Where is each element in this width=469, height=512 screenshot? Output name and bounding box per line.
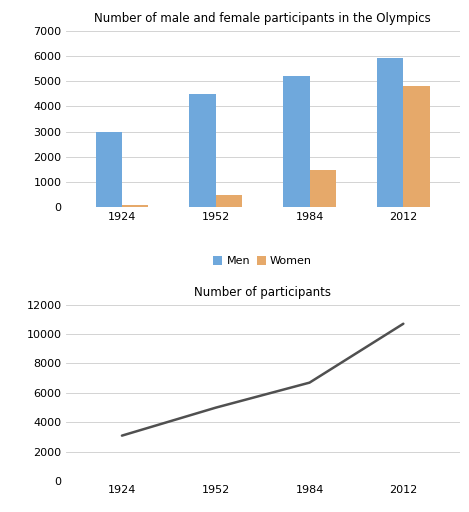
Legend: Men, Women: Men, Women	[209, 252, 317, 271]
Title: Number of male and female participants in the Olympics: Number of male and female participants i…	[94, 12, 431, 26]
Bar	[283, 76, 310, 207]
Bar	[96, 132, 122, 207]
Bar	[122, 205, 148, 207]
Bar	[189, 94, 216, 207]
Bar	[216, 195, 242, 207]
Bar	[377, 58, 403, 207]
Title: Number of participants: Number of participants	[194, 286, 331, 299]
Bar	[403, 86, 430, 207]
Bar	[310, 169, 336, 207]
